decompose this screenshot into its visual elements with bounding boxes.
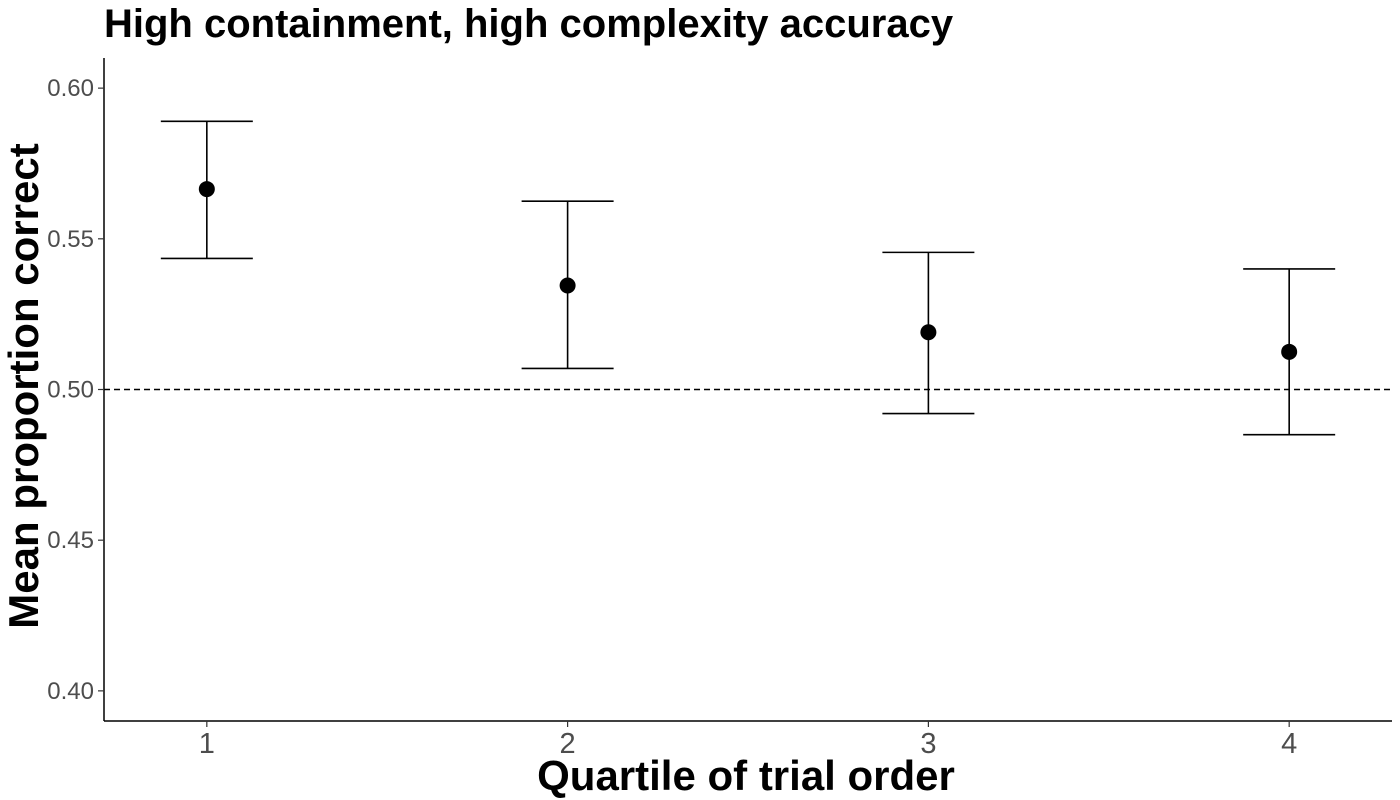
- x-tick-label: 3: [920, 728, 936, 760]
- y-tick-label: 0.40: [47, 678, 94, 705]
- y-tick-label: 0.45: [47, 527, 94, 554]
- x-tick-label: 1: [199, 728, 215, 760]
- data-point: [559, 277, 576, 294]
- x-tick-label: 4: [1281, 728, 1297, 760]
- y-tick-label: 0.50: [47, 377, 94, 404]
- chart-title: High containment, high complexity accura…: [104, 2, 954, 46]
- x-tick-label: 2: [560, 728, 576, 760]
- plot-area: 0.40 0.45 0.50 0.55 0.60 1 2 3 4: [47, 58, 1392, 760]
- data-point: [1281, 343, 1298, 360]
- x-axis-title: Quartile of trial order: [537, 752, 955, 799]
- data-point: [920, 324, 937, 341]
- y-tick-label: 0.55: [47, 226, 94, 253]
- data-point: [198, 181, 215, 198]
- y-axis-title: Mean proportion correct: [0, 143, 47, 628]
- y-tick-label: 0.60: [47, 75, 94, 102]
